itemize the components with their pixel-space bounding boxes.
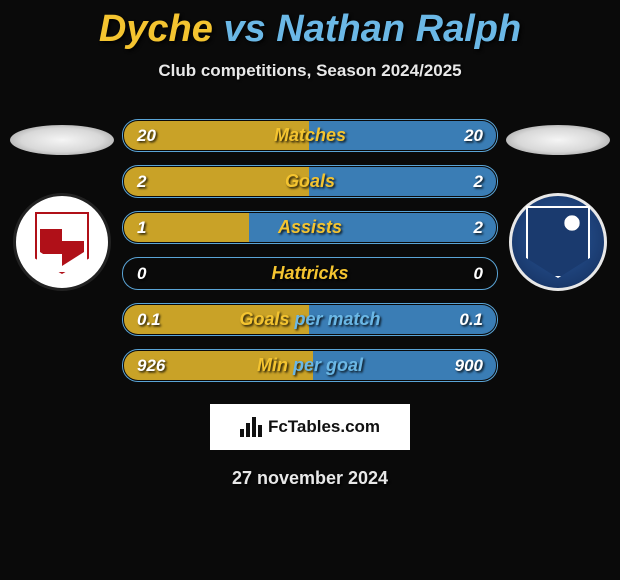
stat-label: Goals <box>285 171 335 192</box>
player2-side <box>498 119 618 291</box>
credit-text: FcTables.com <box>268 417 380 437</box>
stat-bar-fill-right <box>309 167 496 196</box>
stat-bar: 20 20 Matches <box>122 119 498 152</box>
stat-label: Assists <box>278 217 342 238</box>
date-text: 27 november 2024 <box>0 468 620 489</box>
stat-value-left: 0 <box>137 264 146 284</box>
stat-value-right: 0.1 <box>459 310 483 330</box>
subtitle: Club competitions, Season 2024/2025 <box>0 61 620 81</box>
comparison-card: Dyche vs Nathan Ralph Club competitions,… <box>0 0 620 489</box>
bar-chart-icon <box>240 417 262 437</box>
stat-value-right: 900 <box>455 356 483 376</box>
player1-club-badge <box>13 193 111 291</box>
stat-bar-fill-left <box>124 167 311 196</box>
player2-photo <box>506 125 610 155</box>
stat-bar: 2 2 Goals <box>122 165 498 198</box>
stat-label: Matches <box>274 125 346 146</box>
stat-value-left: 926 <box>137 356 165 376</box>
stat-value-right: 2 <box>474 218 483 238</box>
stat-label: Min per goal <box>257 355 363 376</box>
page-title: Dyche vs Nathan Ralph <box>0 8 620 51</box>
stat-value-left: 2 <box>137 172 146 192</box>
vs-text: vs <box>223 8 265 50</box>
stat-value-right: 2 <box>474 172 483 192</box>
stat-value-left: 0.1 <box>137 310 161 330</box>
stat-value-right: 20 <box>464 126 483 146</box>
player2-club-badge <box>509 193 607 291</box>
stat-bar: 0.1 0.1 Goals per match <box>122 303 498 336</box>
stat-bar: 1 2 Assists <box>122 211 498 244</box>
stat-label: Hattricks <box>271 263 348 284</box>
player1-name: Dyche <box>99 8 213 50</box>
credit-badge: FcTables.com <box>210 404 410 450</box>
stat-label: Goals per match <box>239 309 380 330</box>
stat-bars-container: 20 20 Matches 2 2 Goals 1 2 Assists 0 0 Hattricks 0.… <box>122 119 498 382</box>
stat-value-left: 1 <box>137 218 146 238</box>
player1-photo <box>10 125 114 155</box>
player2-name: Nathan Ralph <box>276 8 521 50</box>
comparison-layout: 20 20 Matches 2 2 Goals 1 2 Assists 0 0 Hattricks 0.… <box>0 119 620 382</box>
stat-bar: 926 900 Min per goal <box>122 349 498 382</box>
stat-value-right: 0 <box>474 264 483 284</box>
stat-value-left: 20 <box>137 126 156 146</box>
player1-side <box>2 119 122 291</box>
stat-bar: 0 0 Hattricks <box>122 257 498 290</box>
